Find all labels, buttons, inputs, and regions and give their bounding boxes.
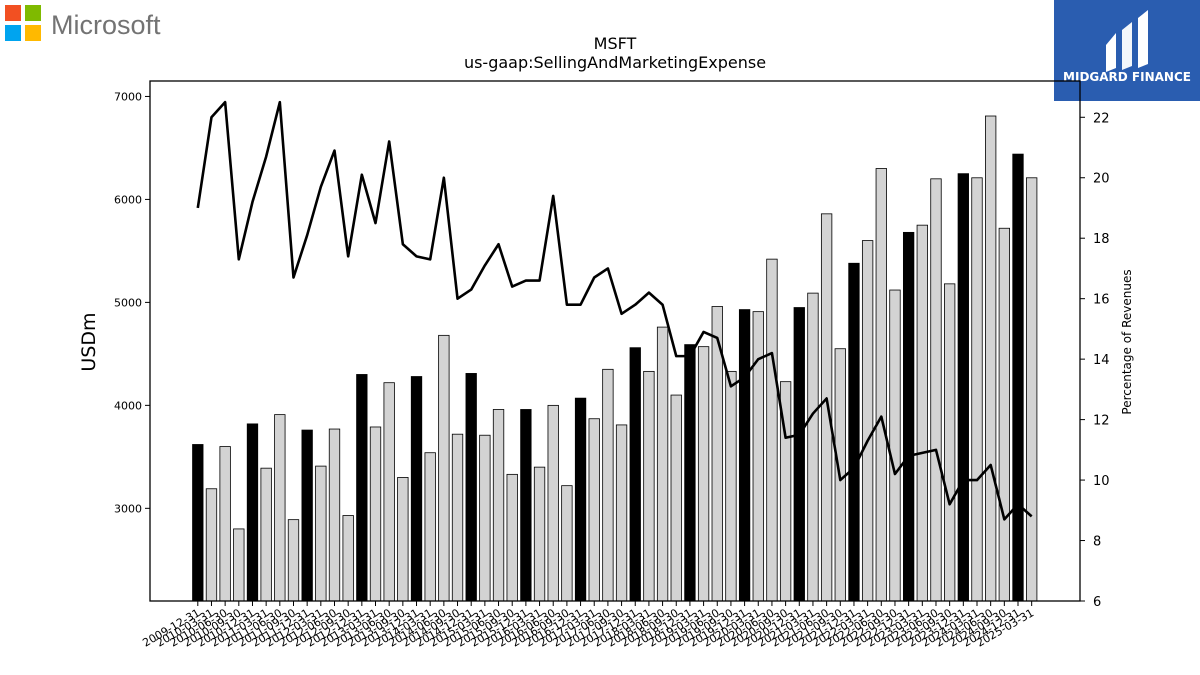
line-series	[196, 100, 1033, 521]
bar	[1012, 153, 1024, 602]
midgard-logo-icon	[1106, 10, 1148, 72]
bar	[533, 466, 546, 602]
bar	[643, 370, 655, 602]
bar	[902, 231, 915, 602]
microsoft-wordmark: Microsoft	[51, 10, 161, 40]
bar	[356, 374, 368, 602]
bar	[192, 444, 204, 602]
bar	[656, 326, 669, 602]
bar	[793, 307, 805, 602]
bar	[807, 292, 819, 602]
bar	[219, 446, 231, 602]
y-tick-label: 7000	[114, 90, 142, 103]
bar	[397, 477, 409, 602]
bar	[287, 519, 300, 602]
chart-subtitle: us-gaap:SellingAndMarketingExpense	[464, 53, 766, 72]
logo-square-yellow	[25, 25, 41, 41]
bar	[479, 434, 491, 602]
bar	[438, 334, 450, 602]
bar	[369, 426, 382, 602]
y2-axis-label: Percentage of Revenues	[1120, 269, 1134, 414]
bar	[561, 485, 573, 602]
microsoft-logo: Microsoft	[5, 5, 161, 41]
logo-square-green	[25, 5, 41, 21]
bar	[301, 429, 313, 602]
bar	[684, 344, 696, 602]
bar	[738, 309, 751, 602]
y-tick-label: 3000	[114, 502, 142, 515]
bar	[697, 346, 710, 602]
midgard-finance-badge: MIDGARD FINANCE	[1054, 0, 1200, 101]
bar	[205, 488, 218, 602]
logo-square-blue	[5, 25, 21, 41]
bar	[328, 428, 341, 602]
bar	[875, 168, 887, 602]
bar	[233, 528, 245, 602]
y-tick-label: 6000	[114, 193, 142, 206]
bar	[342, 515, 354, 602]
bar	[766, 258, 778, 602]
bar	[424, 452, 436, 602]
bar	[889, 289, 901, 602]
y2-tick-label: 12	[1093, 414, 1110, 429]
y2-tick-label: 18	[1093, 232, 1110, 247]
chart-title: MSFT	[594, 34, 637, 53]
y-tick-label: 5000	[114, 296, 142, 309]
y2-tick-label: 10	[1093, 474, 1110, 489]
bar	[520, 409, 532, 602]
bar	[383, 382, 395, 602]
bar	[998, 227, 1010, 602]
y2-tick-label: 14	[1093, 353, 1110, 368]
bar	[861, 240, 874, 602]
y2-tick-label: 6	[1093, 595, 1101, 610]
bar	[588, 418, 600, 602]
bar	[670, 394, 682, 602]
bar	[944, 283, 956, 602]
y-axis-ticks: 3000 4000 5000 6000 7000	[114, 90, 150, 515]
bar	[274, 414, 286, 602]
plot-frame	[149, 80, 1081, 602]
y-axis-label: USDm	[78, 312, 100, 371]
bar	[260, 467, 272, 602]
bar	[725, 370, 737, 602]
y2-tick-label: 20	[1093, 172, 1110, 187]
bar	[574, 397, 587, 602]
bar	[1026, 177, 1038, 602]
y2-axis-ticks: 6 8 10 12 14 16 18 20 22	[1080, 111, 1110, 610]
bar	[547, 404, 559, 602]
bar	[602, 368, 614, 602]
bar	[410, 376, 423, 602]
bar	[451, 433, 464, 602]
x-axis-ticks: 2009-12-312010-03-312010-06-302010-09-30…	[140, 601, 1036, 650]
bar	[916, 224, 928, 602]
logo-square-red	[5, 5, 21, 21]
percentage-line	[196, 100, 1033, 521]
y-tick-label: 4000	[114, 399, 142, 412]
bar	[971, 177, 983, 602]
bar	[492, 409, 505, 602]
bar	[957, 173, 969, 602]
bar	[615, 424, 628, 602]
bar	[985, 115, 997, 602]
badge-text: MIDGARD FINANCE	[1063, 70, 1191, 84]
bar	[465, 373, 477, 602]
y2-tick-label: 16	[1093, 293, 1110, 308]
bar	[315, 465, 327, 602]
bar	[629, 347, 641, 602]
bar	[820, 213, 833, 602]
bar	[246, 423, 259, 602]
bar	[752, 311, 764, 602]
bar	[930, 178, 942, 602]
bar	[848, 262, 860, 602]
bar	[506, 473, 518, 602]
y2-tick-label: 8	[1093, 535, 1101, 550]
y2-tick-label: 22	[1093, 111, 1110, 126]
